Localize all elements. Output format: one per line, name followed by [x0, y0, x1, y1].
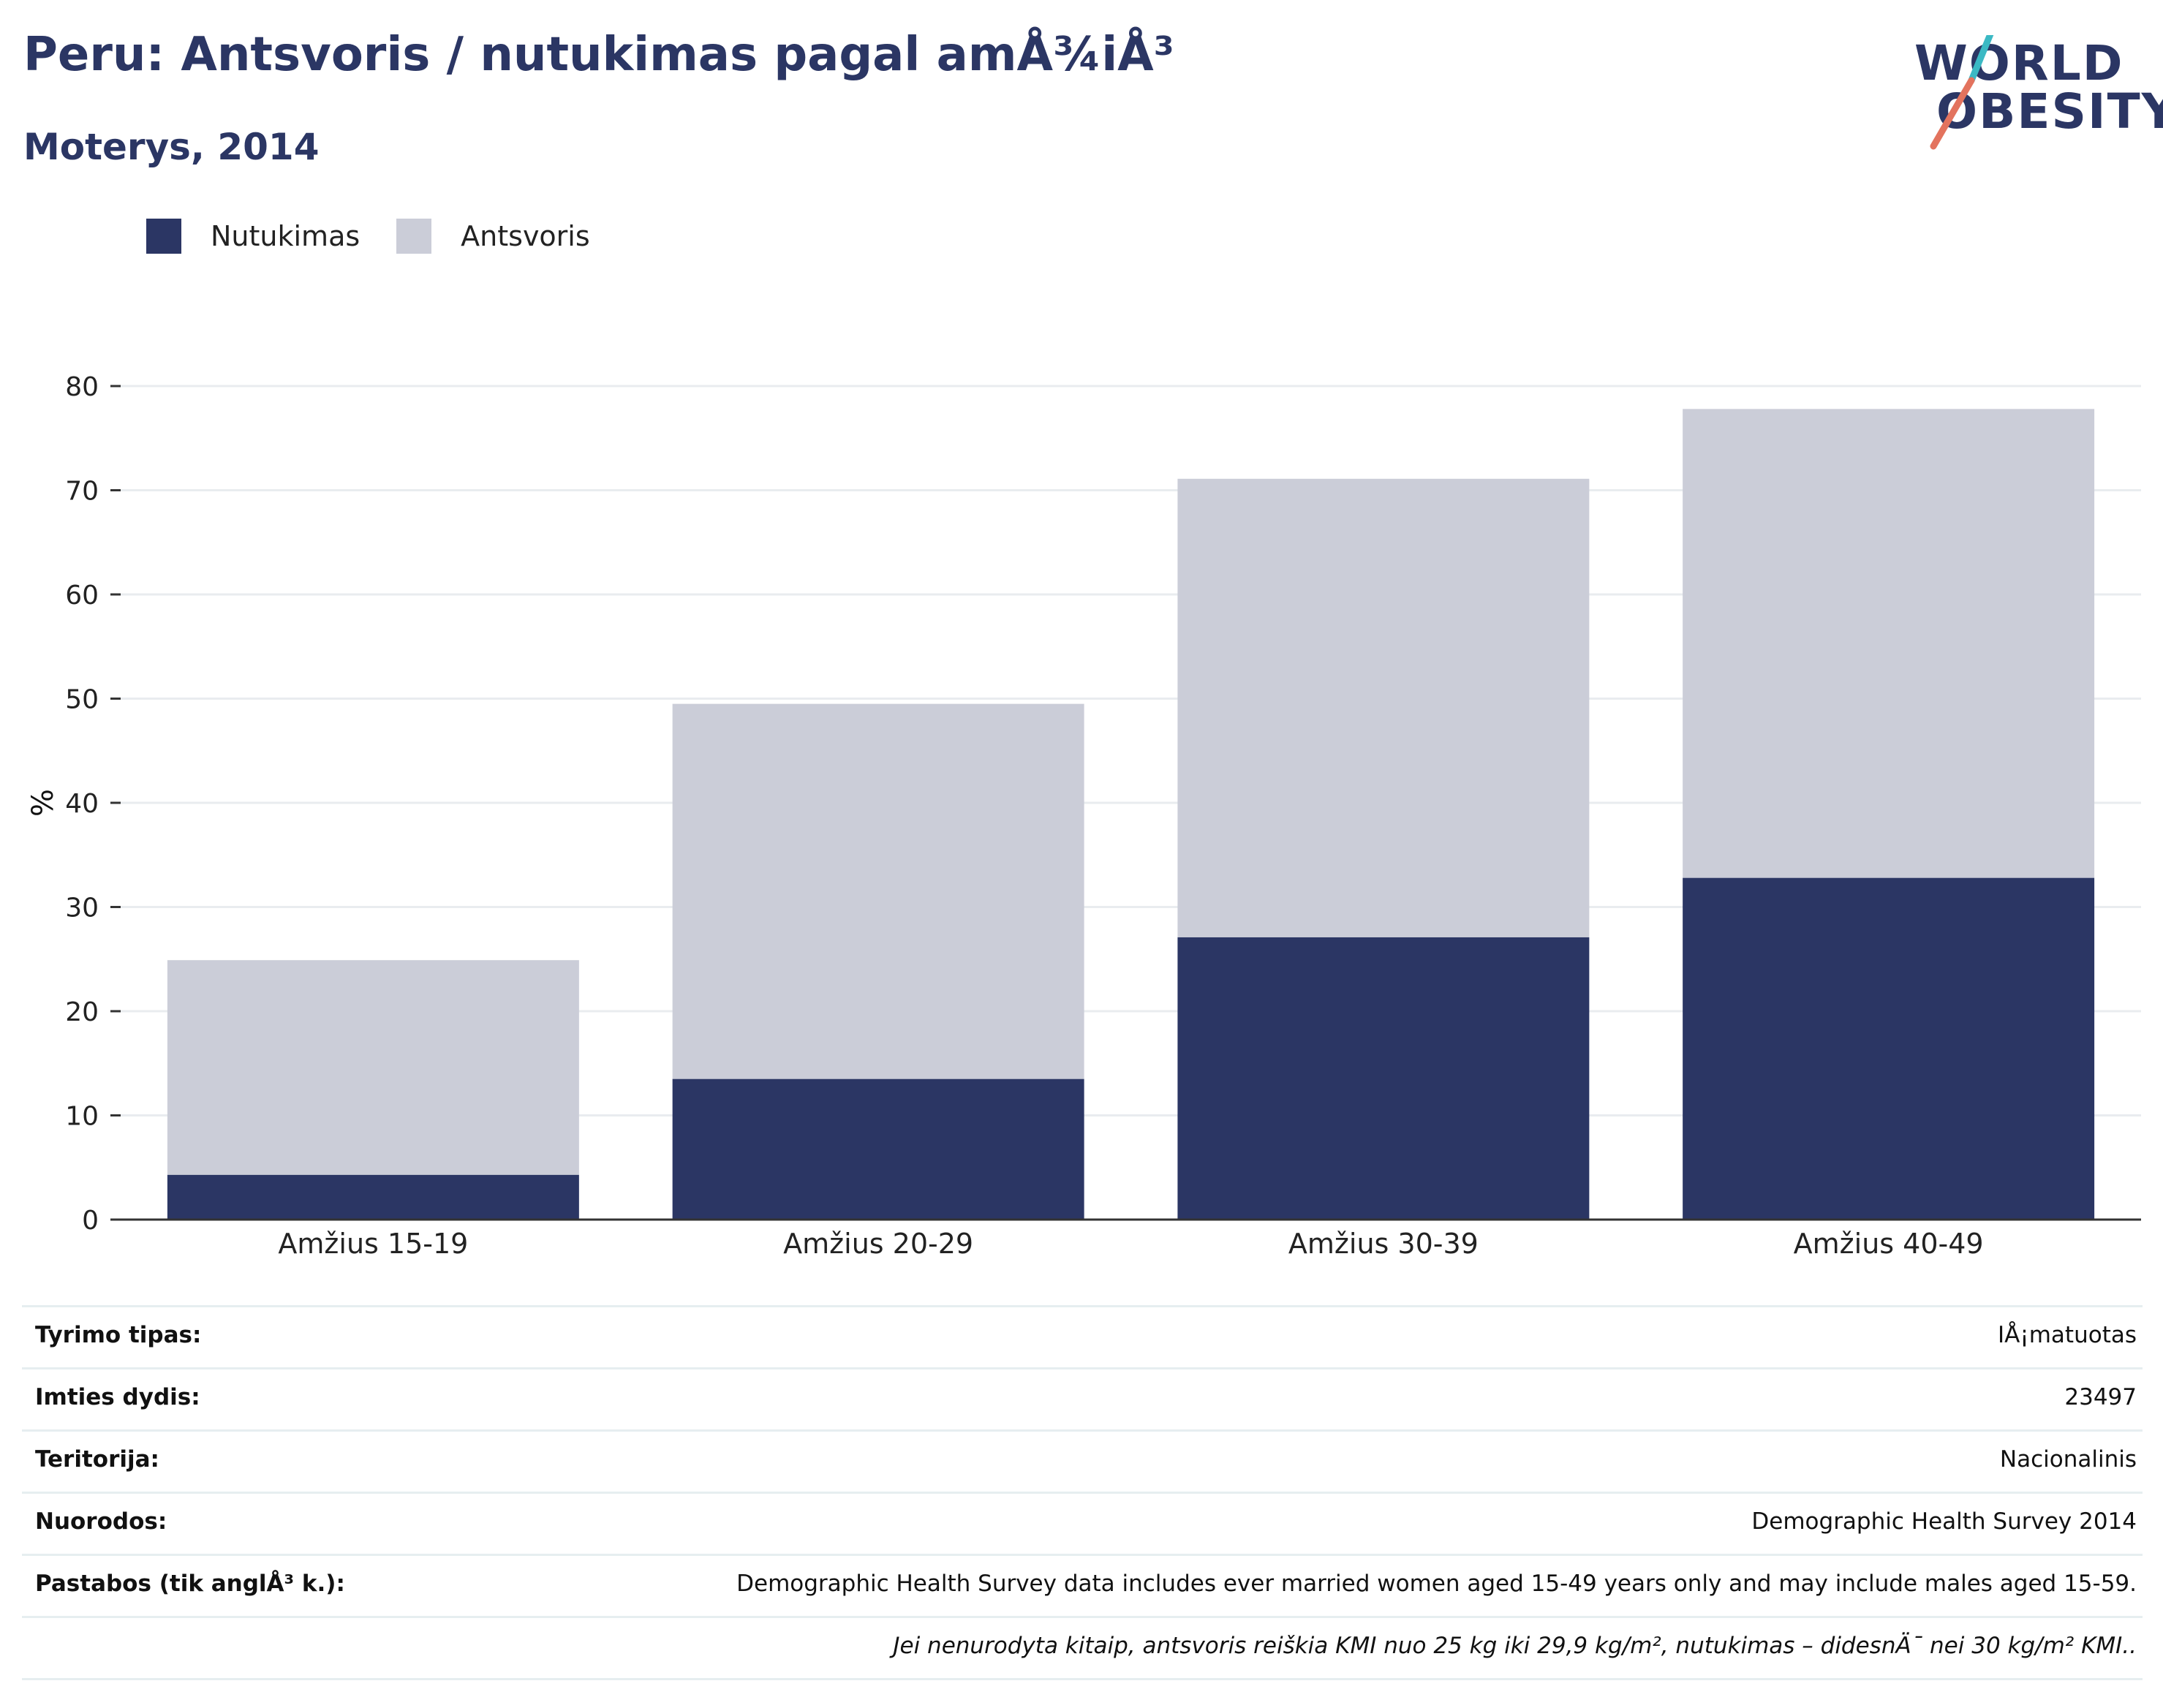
stacked-bar-chart: 0 10 20 30 40 50 60 70 80% Amžius 15-19 Amžius 20-…	[26, 372, 2141, 1260]
info-label: Teritorija:	[35, 1446, 159, 1473]
bar-nutukimas-1	[167, 1174, 579, 1220]
info-row-survey-type: Tyrimo tipas: IÅ¡matuotas	[22, 1305, 2143, 1367]
logo-line-1: WORLD	[1914, 35, 2124, 91]
info-row-footnote: Jei nenurodyta kitaip, antsvoris reiškia…	[22, 1616, 2143, 1680]
y-tick-label: 50	[65, 685, 99, 715]
legend-swatch-antsvoris	[396, 219, 432, 254]
info-row-notes: Pastabos (tik anglÅ³ k.): Demographic He…	[22, 1554, 2143, 1616]
info-label: Pastabos (tik anglÅ³ k.):	[35, 1571, 345, 1597]
y-tick-label: 10	[65, 1102, 99, 1132]
bar-antsvoris-2	[672, 703, 1084, 1079]
info-value: IÅ¡matuotas	[1997, 1322, 2137, 1348]
y-tick-label: 40	[65, 789, 99, 819]
chart-title: Peru: Antsvoris / nutukimas pagal amÅ¾iÅ…	[23, 28, 1174, 82]
legend-label: Nutukimas	[211, 220, 360, 252]
y-tick-label: 70	[65, 477, 99, 507]
x-tick-label: Amžius 40-49	[1794, 1228, 1984, 1260]
info-label: Nuorodos:	[35, 1508, 167, 1535]
info-row-references: Nuorodos: Demographic Health Survey 2014	[22, 1492, 2143, 1554]
bar-nutukimas-4	[1683, 877, 2095, 1220]
world-obesity-logo: WORLD OBESITY	[1909, 35, 2163, 152]
x-tick-label: Amžius 15-19	[278, 1228, 468, 1260]
legend-swatch-nutukimas	[146, 219, 181, 254]
chart-legend: Nutukimas Antsvoris	[146, 218, 627, 254]
y-tick-label: 0	[82, 1206, 99, 1236]
info-row-territory: Teritorija: Nacionalinis	[22, 1429, 2143, 1492]
legend-label: Antsvoris	[461, 220, 590, 252]
info-row-sample-size: Imties dydis: 23497	[22, 1367, 2143, 1429]
legend-item-antsvoris: Antsvoris	[396, 219, 590, 254]
info-value: Demographic Health Survey data includes …	[736, 1571, 2137, 1597]
y-axis-label: %	[26, 789, 60, 817]
bar-antsvoris-3	[1177, 478, 1590, 937]
bar-antsvoris-4	[1683, 409, 2095, 878]
info-value: Demographic Health Survey 2014	[1751, 1508, 2137, 1535]
info-value: Nacionalinis	[1999, 1446, 2137, 1473]
info-value: 23497	[2064, 1384, 2137, 1410]
footnote-text: Jei nenurodyta kitaip, antsvoris reiškia…	[893, 1633, 2137, 1659]
logo-line-2: OBESITY	[1936, 83, 2163, 140]
chart-subtitle: Moterys, 2014	[23, 126, 320, 168]
bar-antsvoris-1	[167, 960, 579, 1175]
bar-nutukimas-3	[1177, 937, 1590, 1220]
logo-slash-icon	[1930, 35, 1994, 150]
y-tick-label: 60	[65, 581, 99, 611]
x-tick-label: Amžius 20-29	[783, 1228, 973, 1260]
legend-item-nutukimas: Nutukimas	[146, 219, 360, 254]
survey-info-table: Tyrimo tipas: IÅ¡matuotas Imties dydis: …	[22, 1305, 2143, 1680]
info-label: Imties dydis:	[35, 1384, 200, 1410]
x-tick-label: Amžius 30-39	[1288, 1228, 1479, 1260]
y-tick-label: 30	[65, 893, 99, 923]
info-label: Tyrimo tipas:	[35, 1322, 202, 1348]
y-tick-label: 80	[65, 372, 99, 402]
y-tick-label: 20	[65, 997, 99, 1027]
bar-nutukimas-2	[672, 1078, 1084, 1220]
